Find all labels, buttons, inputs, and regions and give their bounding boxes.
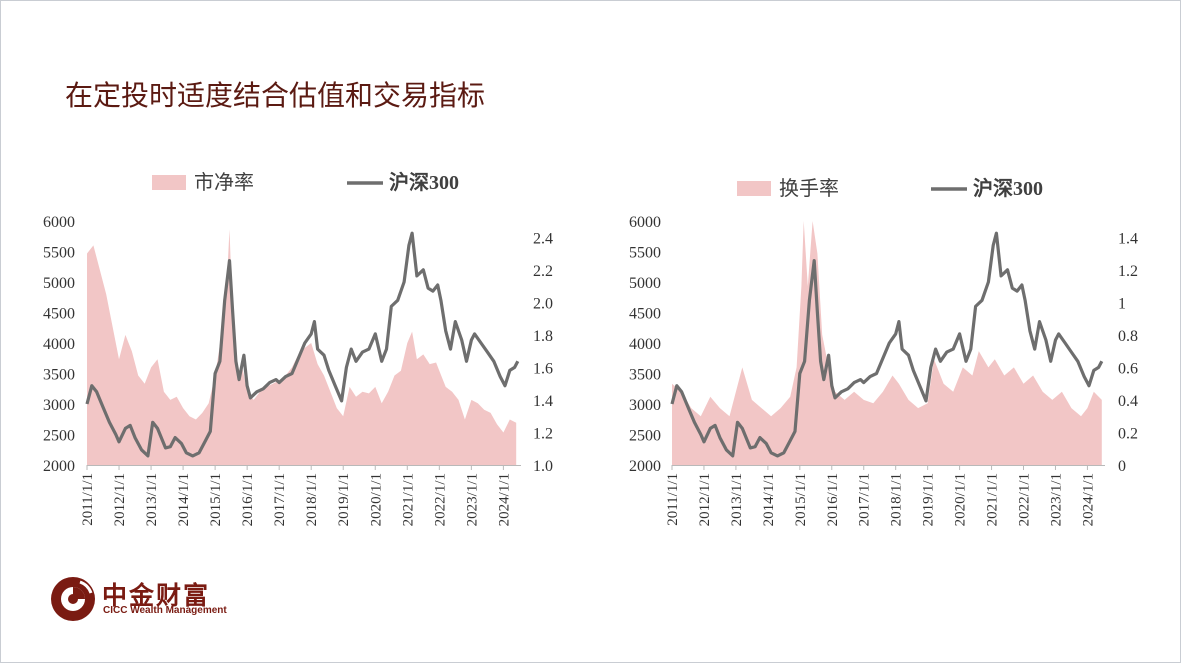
x-tick-label: 2021/1/1: [400, 473, 416, 526]
series-area-0: [87, 229, 517, 465]
x-tick-label: 2020/1/1: [368, 473, 384, 526]
legend-line-label: 沪深300: [389, 170, 459, 194]
page-title: 在定投时适度结合估值和交易指标: [65, 79, 486, 112]
right-tick-label: 0.8: [1118, 328, 1138, 345]
left-tick-label: 5000: [629, 275, 661, 292]
x-tick-label: 2020/1/1: [953, 473, 969, 526]
logo-name-cn: 中金财富: [102, 581, 211, 610]
x-tick-label: 2019/1/1: [921, 473, 937, 526]
x-tick-label: 2024/1/1: [496, 473, 512, 526]
right-tick-label: 1: [1118, 295, 1126, 312]
right-tick-label: 1.2: [1118, 263, 1138, 280]
right-tick-label: 2.2: [533, 263, 553, 280]
left-tick-label: 3500: [43, 367, 75, 384]
left-tick-label: 5000: [43, 275, 75, 292]
right-tick-label: 0.2: [1118, 425, 1138, 442]
left-tick-label: 2500: [629, 428, 661, 445]
x-tick-label: 2016/1/1: [240, 473, 256, 526]
left-tick-label: 3000: [43, 397, 75, 414]
left-tick-label: 2500: [43, 428, 75, 445]
x-tick-label: 2013/1/1: [144, 473, 160, 526]
right-tick-label: 1.8: [533, 328, 553, 345]
left-tick-label: 3000: [629, 397, 661, 414]
right-tick-label: 1.4: [1118, 230, 1138, 247]
x-tick-label: 2018/1/1: [304, 473, 320, 526]
left-tick-label: 4000: [629, 336, 661, 353]
legend-area-swatch: [152, 175, 186, 190]
series-line-0: [85, 231, 520, 458]
x-tick-label: 2012/1/1: [697, 473, 713, 526]
right-tick-label: 2.4: [533, 230, 553, 247]
x-tick-label: 2015/1/1: [793, 473, 809, 526]
right-tick-label: 1.0: [533, 458, 553, 475]
left-tick-label: 2000: [629, 458, 661, 475]
right-tick-label: 1.6: [533, 360, 553, 377]
x-tick-label: 2023/1/1: [1048, 473, 1064, 526]
x-tick-label: 2012/1/1: [112, 473, 128, 526]
x-tick-label: 2021/1/1: [985, 473, 1001, 526]
left-tick-label: 4500: [43, 306, 75, 323]
left-tick-label: 6000: [43, 214, 75, 231]
cicc-logo-icon: [51, 577, 95, 621]
series-area-1: [672, 221, 1102, 465]
logo-name-en: CICC Wealth Management: [103, 605, 227, 616]
series-line-1: [670, 231, 1104, 458]
left-tick-label: 4500: [629, 306, 661, 323]
right-tick-label: 1.4: [533, 393, 553, 410]
x-tick-label: 2017/1/1: [272, 473, 288, 526]
x-tick-label: 2015/1/1: [208, 473, 224, 526]
x-tick-label: 2011/1/1: [80, 473, 96, 526]
x-tick-label: 2016/1/1: [825, 473, 841, 526]
x-tick-label: 2014/1/1: [176, 473, 192, 526]
x-tick-label: 2022/1/1: [1017, 473, 1033, 526]
x-tick-label: 2018/1/1: [889, 473, 905, 526]
legend-area-swatch: [737, 181, 771, 196]
left-tick-label: 5500: [629, 245, 661, 262]
right-tick-label: 0: [1118, 458, 1126, 475]
legend-line-label: 沪深300: [973, 176, 1043, 200]
left-tick-label: 6000: [629, 214, 661, 231]
x-tick-label: 2019/1/1: [336, 473, 352, 526]
left-tick-label: 5500: [43, 245, 75, 262]
company-logo: 中金财富 CICC Wealth Management: [50, 576, 250, 624]
x-tick-label: 2017/1/1: [857, 473, 873, 526]
left-tick-label: 3500: [629, 367, 661, 384]
right-tick-label: 0.4: [1118, 393, 1138, 410]
right-tick-label: 2.0: [533, 295, 553, 312]
x-tick-label: 2013/1/1: [729, 473, 745, 526]
legend-area-label: 换手率: [779, 177, 839, 200]
x-tick-label: 2014/1/1: [761, 473, 777, 526]
x-tick-label: 2022/1/1: [432, 473, 448, 526]
x-tick-label: 2023/1/1: [464, 473, 480, 526]
left-tick-label: 2000: [43, 458, 75, 475]
legend-area-label: 市净率: [194, 171, 254, 194]
x-tick-label: 2011/1/1: [665, 473, 681, 526]
right-tick-label: 0.6: [1118, 360, 1138, 377]
left-tick-label: 4000: [43, 336, 75, 353]
x-tick-label: 2024/1/1: [1080, 473, 1096, 526]
right-tick-label: 1.2: [533, 425, 553, 442]
